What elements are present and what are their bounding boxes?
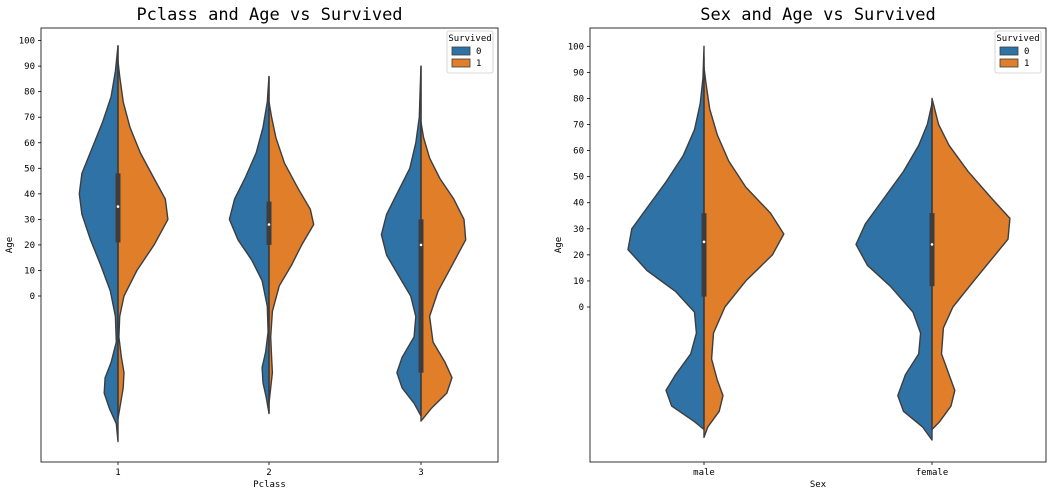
box-median — [419, 243, 423, 247]
legend: Survived 0 1 — [446, 30, 494, 74]
violin-half-survived-1 — [703, 66, 785, 439]
y-tick-label: 50 — [573, 173, 584, 183]
legend-label: 0 — [1024, 47, 1029, 57]
y-tick-label: 50 — [24, 164, 35, 174]
box-iqr — [701, 213, 707, 297]
legend-swatch — [451, 46, 471, 56]
box-median — [930, 243, 934, 246]
y-tick-label: 100 — [19, 37, 35, 47]
x-axis-label: Pclass — [253, 480, 286, 490]
y-tick-label: 0 — [579, 303, 584, 313]
violin-half-survived-0 — [78, 45, 119, 443]
y-tick-label: 60 — [573, 147, 584, 157]
chart-title: Sex and Age vs Survived — [700, 5, 935, 25]
y-tick-label: 80 — [573, 94, 584, 104]
legend-swatch — [451, 58, 471, 68]
y-tick-label: 40 — [573, 199, 584, 209]
box-iqr — [418, 219, 424, 373]
violin-half-survived-0 — [627, 45, 705, 431]
legend-label: 1 — [476, 59, 481, 69]
chart-title: Pclass and Age vs Survived — [136, 5, 402, 25]
y-tick-label: 40 — [24, 190, 35, 200]
subplot-2: Sex and Age vs Survived01020304050607080… — [554, 5, 1047, 490]
subplot-1: Pclass and Age vs Survived01020304050607… — [5, 5, 499, 490]
legend-swatch — [999, 46, 1019, 56]
x-tick-label: 1 — [115, 468, 120, 478]
x-tick-label: female — [916, 468, 949, 478]
violin-half-survived-1 — [117, 60, 169, 420]
plot-frame — [589, 27, 1047, 463]
y-tick-label: 70 — [573, 121, 584, 131]
box-median — [267, 223, 271, 226]
box-iqr — [929, 213, 935, 287]
x-axis-label: Sex — [810, 480, 827, 490]
violin-half-survived-1 — [931, 97, 1011, 431]
legend-title: Survived — [996, 34, 1039, 44]
y-tick-label: 20 — [24, 241, 35, 251]
legend-title: Survived — [448, 34, 491, 44]
box-median — [116, 205, 120, 208]
violin-half-survived-0 — [855, 103, 933, 441]
y-tick-label: 60 — [24, 139, 35, 149]
violin-half-survived-0 — [380, 65, 422, 417]
x-tick-label: 3 — [418, 468, 423, 478]
legend-label: 1 — [1024, 59, 1029, 69]
y-tick-label: 10 — [573, 277, 584, 287]
y-axis-label: Age — [554, 237, 564, 253]
violin-half-survived-1 — [420, 121, 467, 422]
y-tick-label: 80 — [24, 88, 35, 98]
y-tick-label: 30 — [573, 225, 584, 235]
x-tick-label: 2 — [266, 468, 271, 478]
y-tick-label: 90 — [573, 68, 584, 78]
y-axis-label: Age — [5, 237, 15, 253]
x-tick-label: male — [693, 468, 715, 478]
legend: Survived 0 1 — [994, 30, 1042, 74]
y-tick-label: 0 — [30, 292, 35, 302]
violin-half-survived-0 — [228, 75, 270, 415]
y-tick-label: 90 — [24, 62, 35, 72]
y-tick-label: 30 — [24, 215, 35, 225]
violin-half-survived-1 — [268, 101, 315, 404]
legend-label: 0 — [476, 47, 481, 57]
box-median — [702, 240, 706, 244]
y-tick-label: 70 — [24, 113, 35, 123]
y-tick-label: 10 — [24, 266, 35, 276]
legend-swatch — [999, 58, 1019, 68]
y-tick-label: 20 — [573, 251, 584, 261]
y-tick-label: 100 — [568, 42, 584, 52]
